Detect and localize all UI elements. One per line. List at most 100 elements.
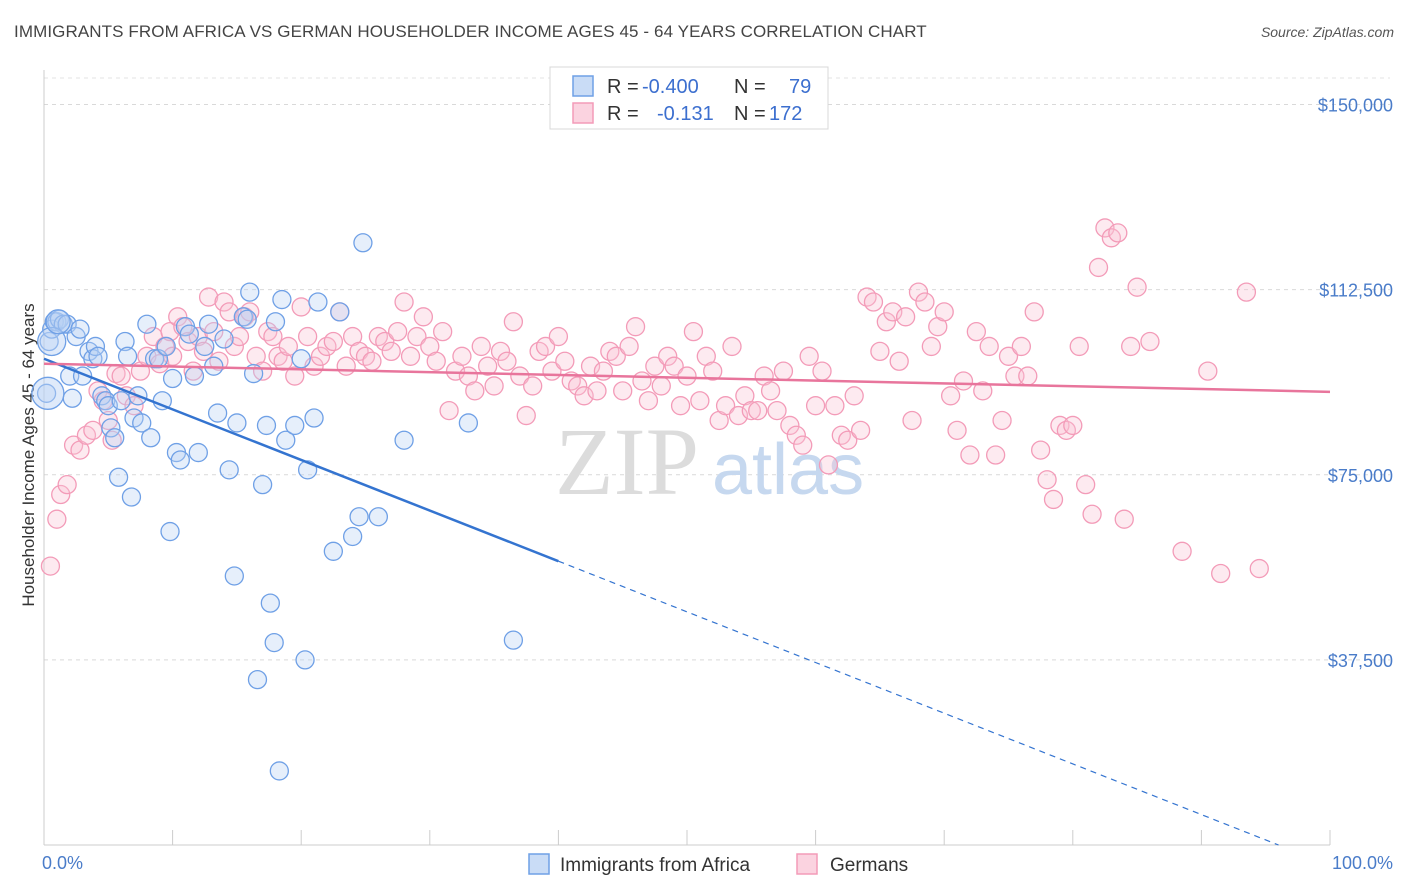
data-point [1236,282,1257,302]
data-point [1024,302,1044,322]
data-point [632,371,652,391]
data-point [1069,336,1089,357]
data-point [1037,470,1057,490]
data-point [690,391,710,411]
legend-r-label-2: R = [607,103,639,125]
legend-r-value-1: -0.400 [642,76,699,98]
data-point [838,430,858,450]
data-point [105,428,125,448]
data-point [555,351,575,371]
data-point [587,381,607,401]
y-tick-label: $37,500 [1328,651,1393,671]
data-point [992,410,1012,431]
data-point [276,430,296,450]
data-point [188,442,208,463]
data-point [773,361,794,381]
data-point [876,312,896,332]
data-point [1108,223,1128,243]
data-point [1172,541,1192,561]
data-point [895,307,916,327]
data-point [291,297,311,317]
data-point [308,292,328,312]
data-point [452,346,472,366]
data-point [168,307,188,327]
legend-n-value-1: 79 [789,76,811,98]
data-point [198,287,219,307]
data-point [458,413,479,433]
data-point [844,386,864,406]
data-point [471,336,491,357]
data-point [381,341,401,362]
data-point [915,292,935,312]
data-point [638,391,659,411]
data-point [1082,504,1102,524]
y-tick-label: $112,500 [1319,281,1393,301]
data-point [387,321,408,342]
data-point [57,474,77,495]
data-point [36,383,57,403]
data-point [237,309,257,329]
data-point [285,415,305,436]
data-point [825,396,845,416]
data-point [535,336,556,357]
data-point [368,507,389,527]
data-point [625,317,646,337]
data-point [117,346,138,366]
data-point [703,361,723,381]
data-point [400,346,421,366]
data-point [342,526,363,547]
data-point [902,410,922,431]
data-point [323,541,344,561]
data-point-large [37,326,67,357]
tick-labels: $37,500 $75,000 $112,500 $150,000 0.0% 100.0% [42,96,1393,873]
data-point [651,376,671,396]
data-point [799,346,819,366]
x-tick-label-start: 0.0% [42,853,83,873]
data-point [1127,277,1147,297]
watermark: ZIP atlas [555,408,864,515]
data-point [439,400,459,421]
data-point [767,400,787,421]
data-point [921,336,941,357]
data-point [670,396,691,416]
data-point [269,761,289,781]
data-point [227,413,247,433]
data-point [214,292,234,312]
data-point [362,351,382,371]
data-point [160,521,180,542]
africa-points [31,233,524,781]
legend-swatch-africa-bottom [528,853,550,875]
germans-trend-line [43,362,1331,394]
data-point [310,346,331,366]
data-point [973,381,993,401]
data-point [465,381,485,401]
data-point [278,336,298,357]
data-point [88,346,108,366]
data-point [503,630,524,650]
data-point [1249,558,1269,579]
data-point [805,396,826,416]
data-point [490,341,511,362]
x-tick-label-end: 100.0% [1332,853,1393,873]
data-point [658,346,678,366]
data-point [947,420,967,441]
data-point [62,388,82,408]
data-point [108,467,129,487]
data-point [394,430,414,450]
data-point [141,428,161,448]
data-point [323,331,344,352]
data-point [613,381,633,401]
data-point [1063,415,1083,436]
data-point [330,302,350,322]
data-point [1114,509,1134,529]
series-legend: Immigrants from Africa Germans [528,853,908,876]
chart-title: IMMIGRANTS FROM AFRICA VS GERMAN HOUSEHO… [14,22,927,41]
data-point [568,376,588,396]
data-point [1076,474,1096,495]
y-axis-label: Householder Income Ages 45 - 64 years [19,303,38,606]
data-point [40,556,61,576]
data-point [224,566,244,586]
data-point [677,366,697,386]
axes [43,70,1331,846]
data-point [850,420,871,441]
